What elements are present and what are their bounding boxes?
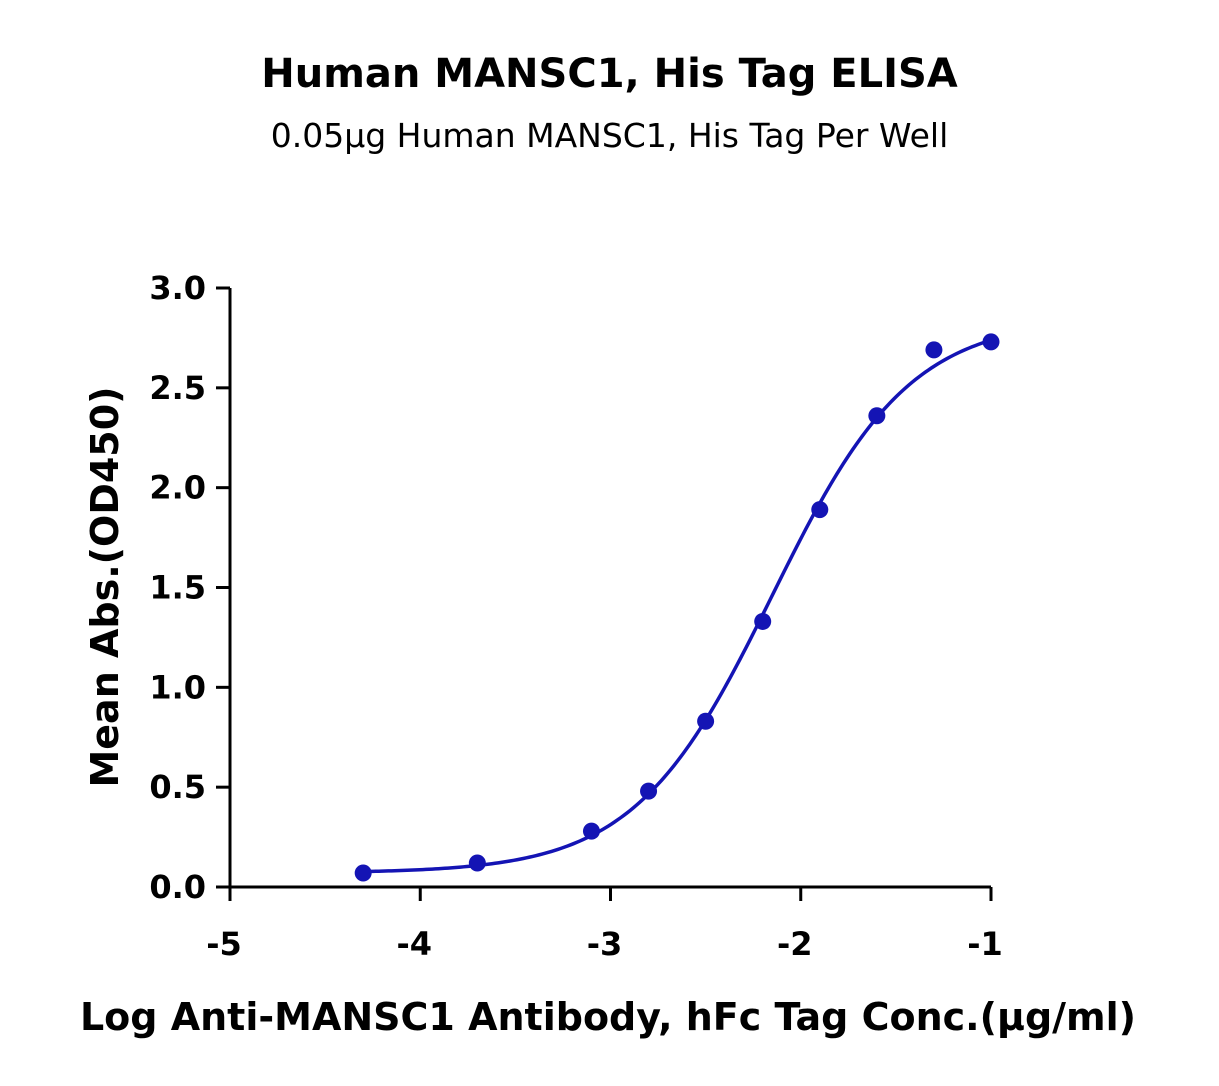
chart-subtitle: 0.05μg Human MANSC1, His Tag Per Well [270, 116, 949, 155]
data-points [354, 333, 1000, 882]
y-tick-label: 0.5 [149, 768, 206, 806]
chart-title: Human MANSC1, His Tag ELISA [261, 51, 958, 97]
x-tick-label: -5 [206, 925, 242, 963]
x-tick-label: -4 [396, 925, 432, 963]
y-tick-label: 0.0 [149, 868, 206, 906]
data-point [754, 612, 772, 630]
y-tick-label: 3.0 [149, 269, 206, 307]
axes [228, 288, 991, 889]
data-point [354, 864, 372, 882]
ticks: 0.0 0.5 1.0 1.5 2.0 2.5 3.0 -5 -4 -3 -2 -1 [149, 269, 1002, 963]
data-point [697, 712, 715, 730]
data-point [582, 822, 600, 840]
data-point [640, 782, 658, 800]
y-tick-label: 1.0 [149, 668, 206, 706]
data-point [982, 333, 1000, 351]
y-tick-label: 1.5 [149, 569, 206, 607]
data-point [925, 341, 943, 359]
y-tick-label: 2.0 [149, 469, 206, 507]
x-tick-label: -1 [967, 925, 1003, 963]
x-axis-label: Log Anti-MANSC1 Antibody, hFc Tag Conc.(… [80, 995, 1136, 1039]
data-point [868, 407, 886, 425]
data-point [468, 854, 486, 872]
x-tick-label: -3 [587, 925, 623, 963]
x-tick-label: -2 [777, 925, 813, 963]
fit-curve-group [363, 338, 992, 874]
fit-curve [363, 338, 992, 874]
data-point [811, 501, 829, 519]
y-axis-label: Mean Abs.(OD450) [83, 386, 127, 787]
y-tick-label: 2.5 [149, 369, 206, 407]
